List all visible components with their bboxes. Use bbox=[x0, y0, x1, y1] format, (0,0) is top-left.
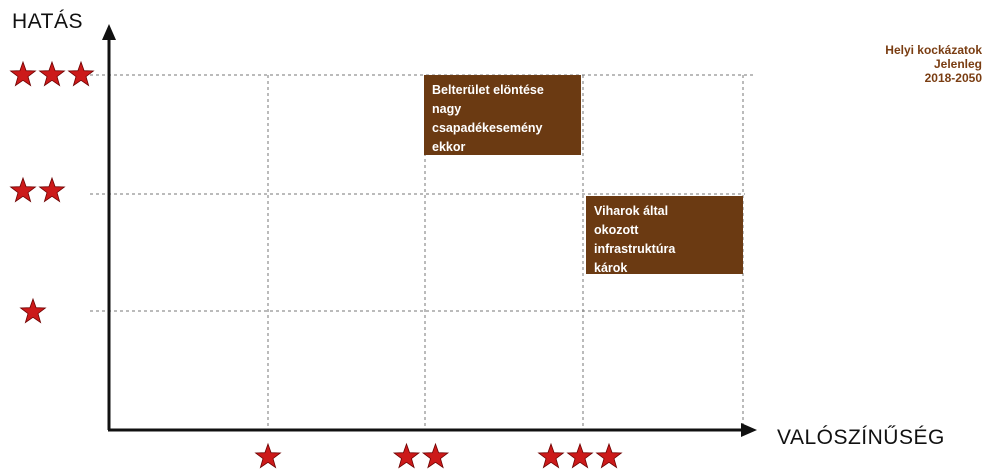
y-axis-title: HATÁS bbox=[12, 10, 83, 33]
star-icon bbox=[537, 442, 565, 469]
risk-label-line: infrastruktúra bbox=[594, 242, 676, 256]
legend-line-title: Helyi kockázatok bbox=[885, 43, 982, 57]
legend: Helyi kockázatok Jelenleg 2018-2050 bbox=[885, 43, 982, 85]
star-icon bbox=[9, 176, 37, 203]
star-icon bbox=[254, 442, 282, 469]
star-icon bbox=[9, 60, 37, 87]
star-icon bbox=[38, 176, 66, 203]
legend-line-current: Jelenleg bbox=[933, 57, 982, 71]
y-axis-arrow-icon bbox=[102, 24, 116, 40]
x-axis-title: VALÓSZÍNŰSÉG bbox=[777, 426, 945, 449]
star-icon bbox=[38, 60, 66, 87]
risk-box-storm-damage: Viharok által okozott infrastruktúra kár… bbox=[586, 196, 743, 275]
star-icon bbox=[595, 442, 623, 469]
risk-label-line: ekkor bbox=[432, 140, 466, 154]
axes bbox=[107, 38, 746, 432]
risk-label-line: károk bbox=[594, 261, 628, 275]
grid-lines bbox=[90, 74, 755, 430]
risk-label-line: Belterület elöntése bbox=[432, 83, 544, 97]
x-axis-arrow-icon bbox=[741, 423, 757, 437]
star-icon bbox=[392, 442, 421, 469]
legend-line-period: 2018-2050 bbox=[924, 71, 982, 85]
star-icon bbox=[19, 297, 47, 324]
risk-box-urban-flooding: Belterület elöntése nagy csapadékesemény… bbox=[424, 75, 581, 155]
star-icon bbox=[421, 442, 450, 469]
star-ratings bbox=[9, 60, 623, 469]
risk-label-line: okozott bbox=[594, 223, 639, 237]
risk-label-line: csapadékesemény bbox=[432, 121, 543, 135]
risk-label-line: Viharok által bbox=[594, 204, 669, 218]
risk-label-line: nagy bbox=[432, 102, 462, 116]
star-icon bbox=[566, 442, 594, 469]
star-icon bbox=[67, 60, 95, 87]
